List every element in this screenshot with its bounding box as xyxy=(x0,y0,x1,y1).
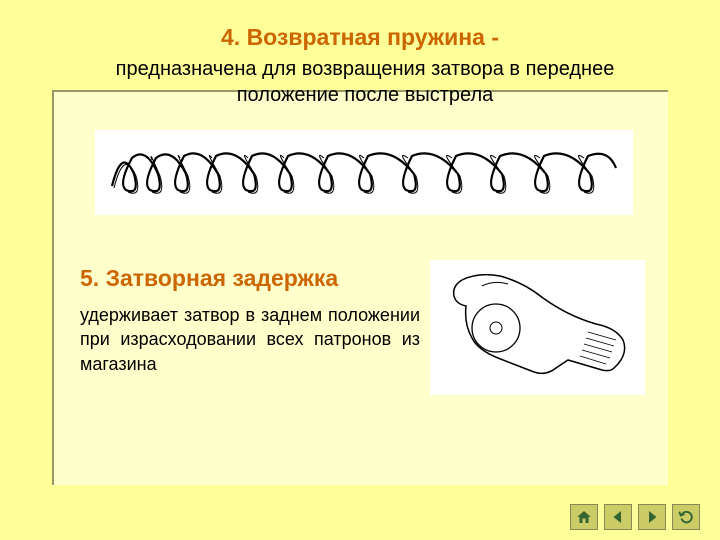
nav-next-button[interactable] xyxy=(638,504,666,530)
section-4-description: предназначена для возвращения затвора в … xyxy=(110,56,620,108)
section-5-description: удерживает затвор в заднем положении при… xyxy=(80,303,420,376)
nav-buttons xyxy=(570,504,700,530)
slide-stop-illustration xyxy=(430,260,645,395)
section-4-title: 4. Возвратная пружина - xyxy=(0,24,720,51)
prev-icon xyxy=(609,508,627,526)
spring-illustration xyxy=(95,130,633,215)
return-icon xyxy=(677,508,695,526)
nav-return-button[interactable] xyxy=(672,504,700,530)
slide-stop-icon xyxy=(438,268,638,388)
nav-home-button[interactable] xyxy=(570,504,598,530)
section-5-title: 5. Затворная задержка xyxy=(80,265,338,292)
nav-prev-button[interactable] xyxy=(604,504,632,530)
home-icon xyxy=(575,508,593,526)
next-icon xyxy=(643,508,661,526)
recoil-spring-icon xyxy=(104,138,624,208)
